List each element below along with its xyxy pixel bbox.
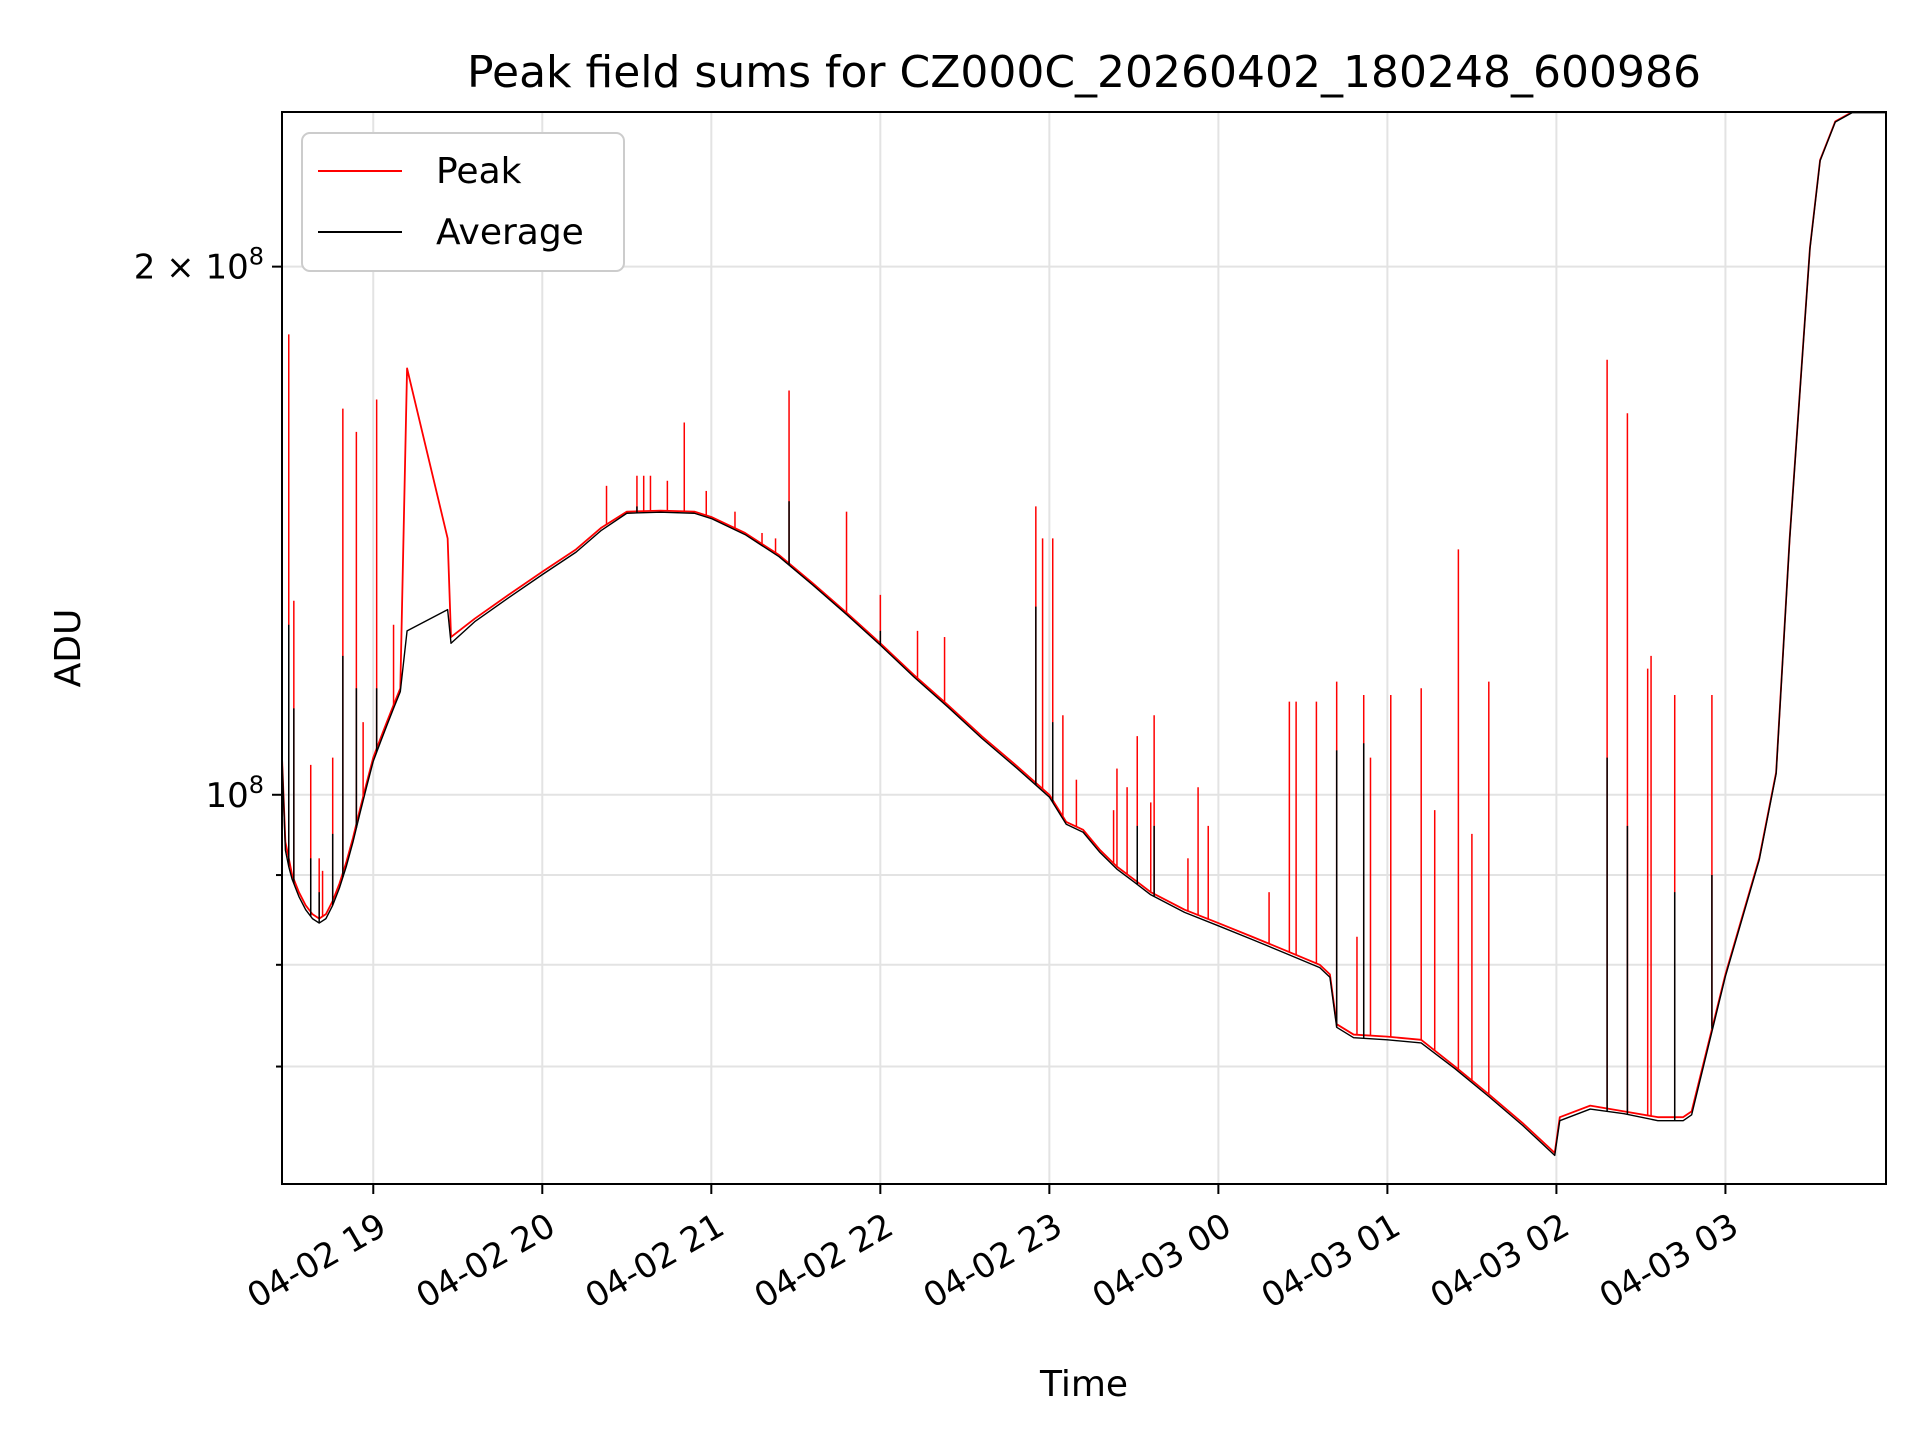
average-line [281, 111, 1887, 1157]
y-axis-label: ADU [48, 609, 89, 688]
chart-title: Peak field sums for CZ000C_20260402_1802… [467, 47, 1701, 98]
axes-layer [281, 111, 1887, 1185]
y-tick-exponent: 8 [249, 771, 264, 799]
y-tick-base: 10 [205, 248, 248, 288]
grid-layer [282, 112, 1886, 1184]
y-tick-times-sign: × [155, 248, 205, 288]
y-tick-label: 2 × 108 [134, 243, 264, 288]
legend-box [301, 132, 625, 272]
y-tick-label: 108 [205, 771, 264, 816]
legend-peak-label: Peak [436, 151, 522, 192]
y-tick-mantissa: 2 [134, 248, 156, 288]
plot-frame [281, 111, 1887, 1185]
y-tick-exponent: 8 [249, 243, 264, 271]
y-tick-base: 10 [205, 776, 248, 816]
plot-background [282, 112, 1886, 1184]
peak-line [281, 111, 1887, 1154]
legend: Peak Average [301, 132, 625, 272]
series-layer [281, 111, 1887, 1157]
legend-average-label: Average [436, 212, 584, 253]
x-axis-label: Time [1039, 1364, 1128, 1405]
